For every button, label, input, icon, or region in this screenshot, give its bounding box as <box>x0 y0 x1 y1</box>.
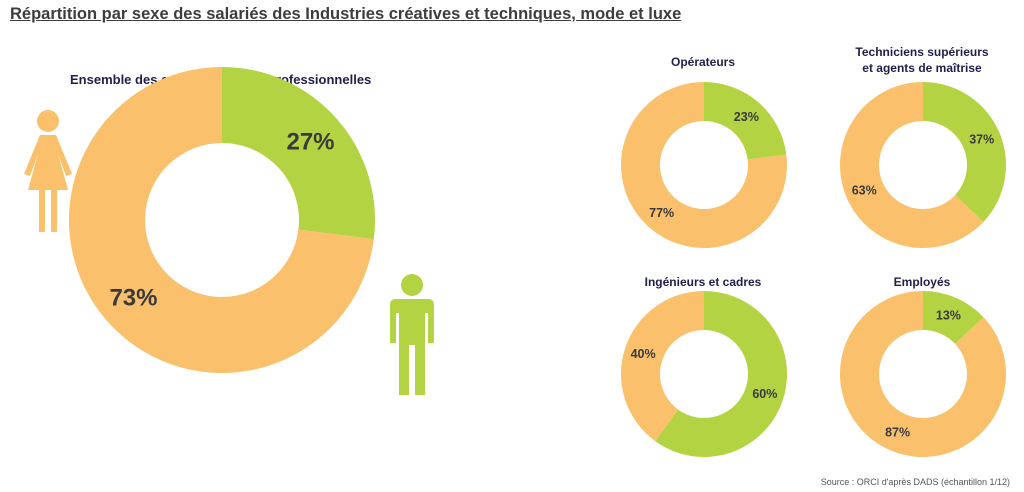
operateurs-label-men: 23% <box>734 110 759 124</box>
operateurs-slice-men <box>704 82 787 160</box>
operateurs-donut-chart: 23% 77% <box>621 82 787 248</box>
male-person-icon <box>390 274 434 395</box>
employes-chart-title: Employés <box>893 275 951 289</box>
ingenieurs-label-men: 60% <box>752 387 777 401</box>
main-label-women: 73% <box>109 285 157 312</box>
ingenieurs-chart-title: Ingénieurs et cadres <box>644 275 762 289</box>
main-slice-men <box>222 67 375 240</box>
operateurs-chart-title: Opérateurs <box>670 55 736 69</box>
employes-slice-women <box>840 291 1006 457</box>
main-donut-chart: 27% 73% <box>69 67 375 373</box>
main-slice-women <box>69 67 374 373</box>
techniciens-slice-women <box>840 82 984 249</box>
employes-label-women: 87% <box>885 426 910 440</box>
techniciens-label-men: 37% <box>969 133 994 147</box>
employes-label-men: 13% <box>936 308 961 322</box>
techniciens-label-women: 63% <box>852 183 877 197</box>
page-title: Répartition par sexe des salariés des In… <box>10 5 682 23</box>
techniciens-slice-men <box>923 82 1006 222</box>
female-person-icon <box>24 110 72 232</box>
ingenieurs-donut-chart: 60% 40% <box>621 291 787 457</box>
ingenieurs-slice-men <box>655 291 787 457</box>
techniciens-donut-chart: 37% 63% <box>840 82 1006 249</box>
techniciens-chart-title: Techniciens supérieurs et agents de maît… <box>855 45 989 75</box>
employes-slice-men <box>923 291 984 344</box>
operateurs-label-women: 77% <box>649 206 674 220</box>
female-icon-shape <box>24 110 72 232</box>
main-label-men: 27% <box>286 128 334 155</box>
source-note: Source : ORCI d'après DADS (échantillon … <box>820 477 1010 487</box>
ingenieurs-label-women: 40% <box>631 347 656 361</box>
male-icon-shape <box>390 274 434 395</box>
operateurs-slice-women <box>621 82 787 248</box>
ingenieurs-slice-women <box>621 291 704 442</box>
employes-donut-chart: 13% 87% <box>840 291 1006 457</box>
